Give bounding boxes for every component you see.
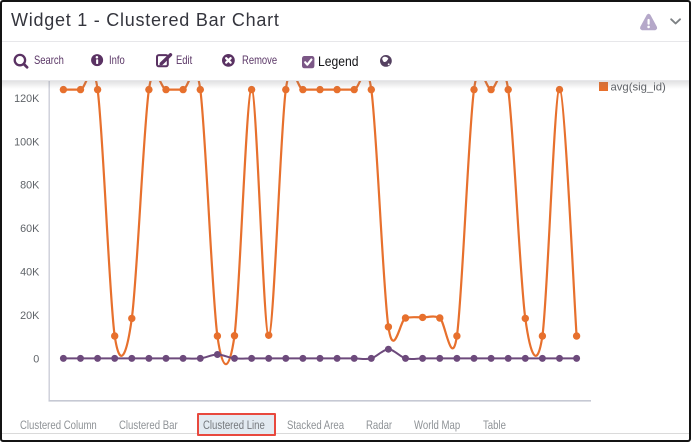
svg-text:avg(sig_id): avg(sig_id) bbox=[611, 82, 666, 94]
svg-text:40K: 40K bbox=[20, 267, 40, 279]
svg-text:120K: 120K bbox=[14, 93, 40, 105]
svg-text:100K: 100K bbox=[14, 136, 40, 148]
svg-text:0: 0 bbox=[33, 353, 39, 365]
svg-text:80K: 80K bbox=[20, 180, 40, 192]
svg-text:60K: 60K bbox=[20, 223, 40, 235]
svg-text:20K: 20K bbox=[20, 310, 40, 322]
